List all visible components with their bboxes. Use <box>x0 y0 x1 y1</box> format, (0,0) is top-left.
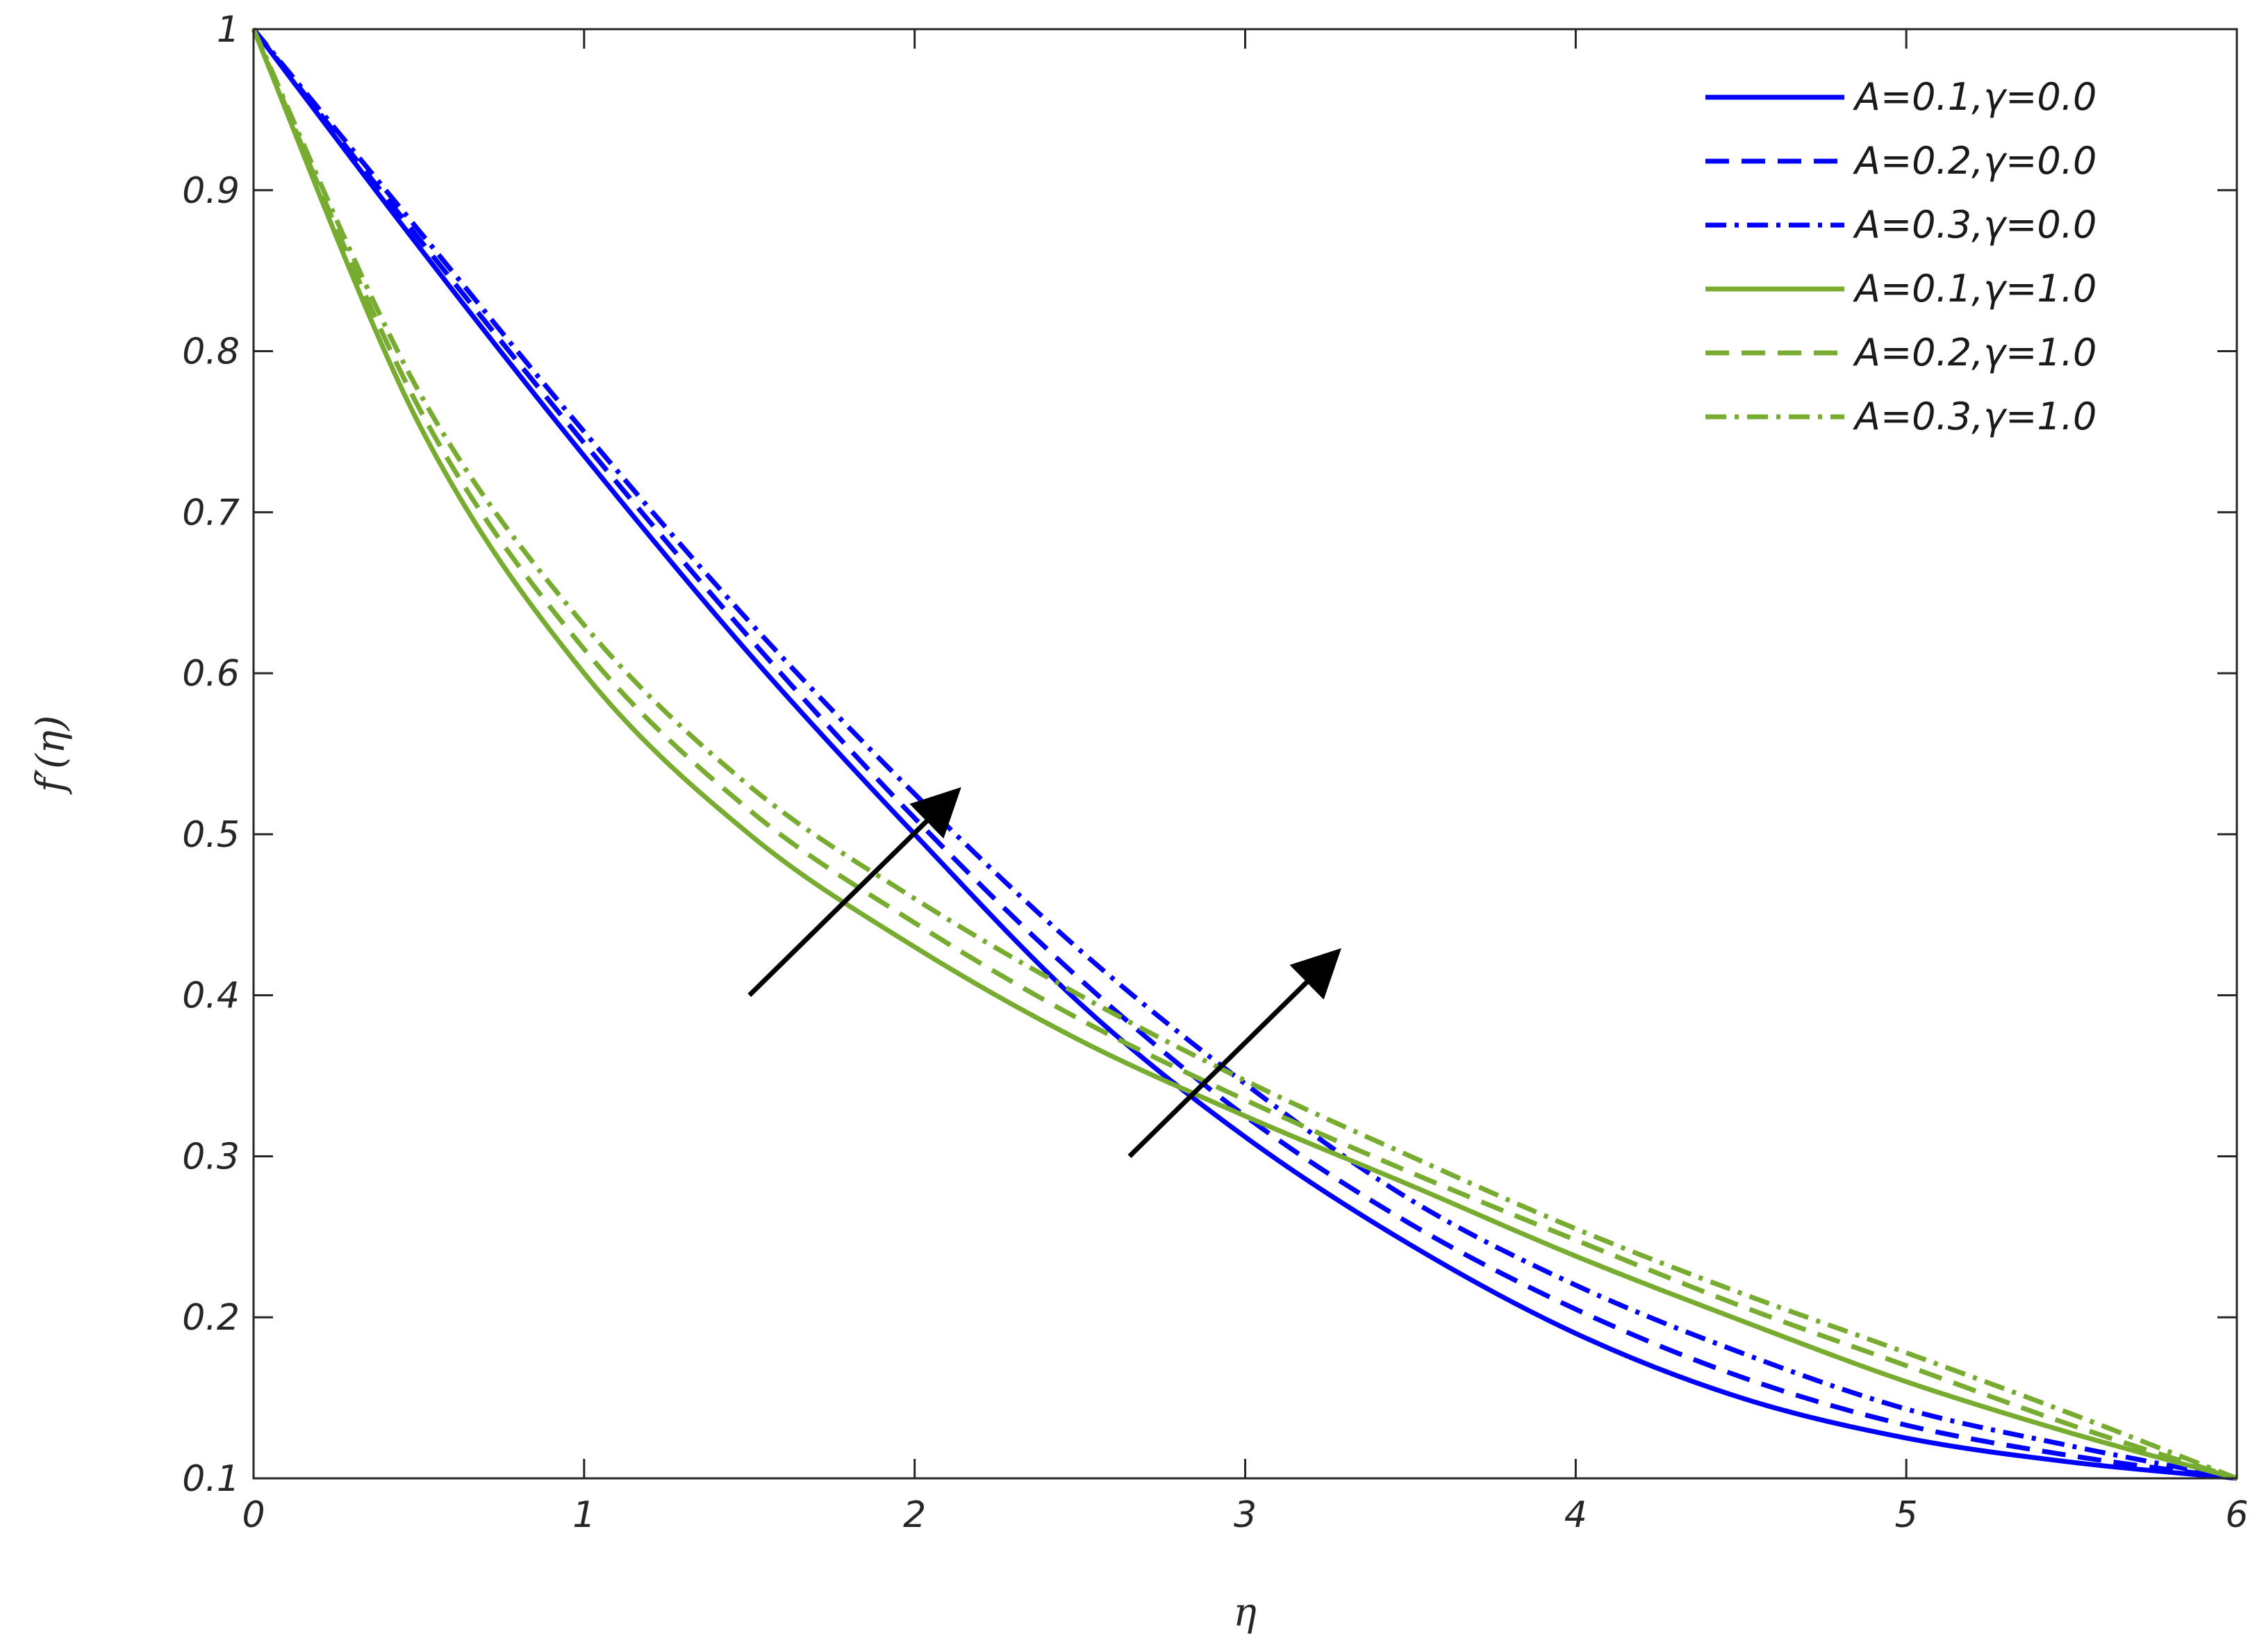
series-layer <box>251 27 2238 1481</box>
y-tick-label: 0.3 <box>182 1136 240 1178</box>
annotation-layer <box>747 787 1341 1158</box>
legend-label-4: A=0.1,γ=1.0 <box>1853 267 2097 311</box>
x-axis-label: η <box>1233 1590 1257 1635</box>
x-tick-label: 0 <box>242 1494 265 1536</box>
annotation-arrow-1 <box>747 787 961 998</box>
x-tick-label: 3 <box>1234 1494 1257 1536</box>
series-line-5 <box>251 28 2238 1481</box>
y-tick-label: 0.8 <box>182 331 240 373</box>
x-tick-label: 5 <box>1895 1494 1918 1536</box>
legend-label-1: A=0.1,γ=0.0 <box>1853 75 2097 119</box>
x-tick-label: 2 <box>903 1494 926 1536</box>
plot-background <box>254 29 2237 1478</box>
y-tick-label: 0.7 <box>182 492 240 534</box>
legend-label-2: A=0.2,γ=0.0 <box>1853 139 2097 183</box>
y-tick-label: 0.1 <box>182 1458 240 1500</box>
legend: A=0.1,γ=0.0 A=0.2,γ=0.0 A=0.3,γ=0.0 A=0.1,γ… <box>1705 75 2097 438</box>
legend-label-3: A=0.3,γ=0.0 <box>1853 203 2097 247</box>
legend-label-6: A=0.3,γ=1.0 <box>1853 395 2097 438</box>
x-tick-label: 1 <box>572 1494 595 1536</box>
y-tick-label: 0.4 <box>182 975 240 1017</box>
y-tick-label: 0.9 <box>182 170 240 212</box>
series-line-6 <box>251 28 2238 1481</box>
series-line-4 <box>251 28 2238 1481</box>
y-axis-label: f′(η) <box>28 716 74 795</box>
legend-label-5: A=0.2,γ=1.0 <box>1853 331 2097 374</box>
x-tick-label: 6 <box>2225 1494 2248 1536</box>
tick-layer: 0 1 2 3 4 5 6 0.1 0.2 0.3 0.4 0.5 0.6 0.7 0.8 0.9 1 <box>182 9 2248 1536</box>
y-tick-label: 1 <box>217 9 240 51</box>
annotation-arrow-2 <box>1127 948 1341 1158</box>
y-tick-label: 0.6 <box>182 653 240 695</box>
y-tick-label: 0.5 <box>182 814 240 856</box>
x-tick-label: 4 <box>1564 1494 1587 1536</box>
series-line-2 <box>251 27 2238 1481</box>
y-tick-label: 0.2 <box>182 1297 240 1339</box>
